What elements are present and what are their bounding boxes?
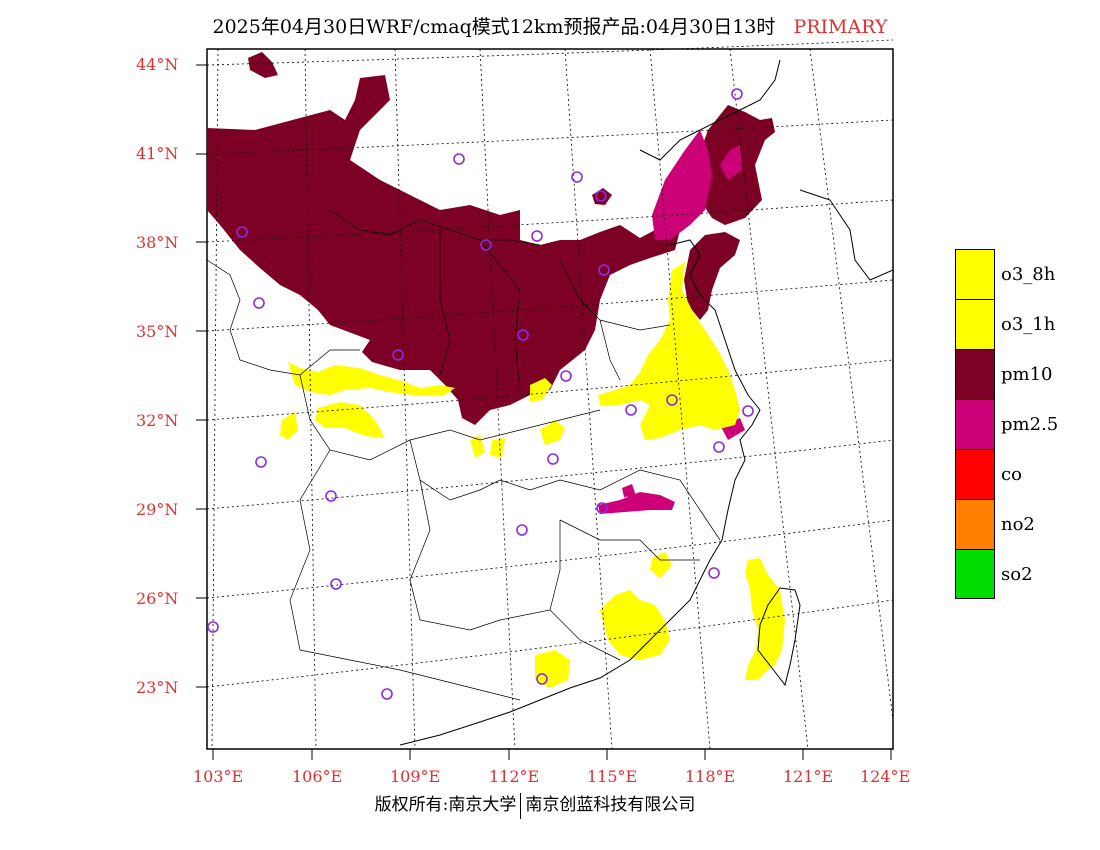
pm10-region-northwest [248,52,278,78]
lon-label: 106°E [292,767,342,786]
legend-item-pm25: pm2.5 [955,399,1075,449]
lon-label: 109°E [390,767,440,786]
legend-label: no2 [1001,513,1035,535]
footer-left: 版权所有:南京大学 [374,795,517,815]
pm25-region-bohai [652,130,712,240]
pm10-region-north [207,75,680,425]
legend-item-no2: no2 [955,499,1075,549]
map-title: 2025年04月30日WRF/cmaq模式12km预报产品:04月30日13时 … [0,12,1100,39]
lat-label: 26°N [136,589,178,608]
legend-label: co [1001,463,1022,485]
latitude-labels: 44°N 41°N 38°N 35°N 32°N 29°N 26°N 23°N [136,55,178,697]
lon-label: 103°E [193,767,243,786]
pm25-region-jiangxi [598,492,675,514]
legend-swatch [955,499,995,549]
legend-label: pm10 [1001,363,1053,385]
legend-label: o3_1h [1001,313,1056,335]
pollution-areas [207,52,785,688]
lon-label: 124°E [860,767,910,786]
monitoring-stations [207,88,754,700]
lon-label: 121°E [783,767,833,786]
legend-item-o3-8h: o3_8h [955,249,1075,299]
longitude-ticks [212,749,892,760]
title-main: 2025年04月30日WRF/cmaq模式12km预报产品:04月30日13时 [212,16,776,38]
province-borders [206,209,721,701]
o3-region-hubei-2 [470,435,485,458]
legend-item-o3-1h: o3_1h [955,299,1075,349]
lon-label: 115°E [587,767,637,786]
pm25-region-jiangxi-2 [622,484,636,497]
footer-right: 南京创蓝科技有限公司 [525,795,696,815]
lat-label: 29°N [136,500,178,519]
lat-label: 44°N [136,55,178,74]
o3-region-central [530,378,552,402]
legend-swatch [955,249,995,299]
o3-region-sichuan [315,402,385,438]
legend-item-so2: so2 [955,549,1075,599]
graticule [206,39,894,750]
lat-label: 38°N [136,233,178,252]
legend-label: o3_8h [1001,263,1056,285]
lon-label: 112°E [489,767,539,786]
footer-divider [520,792,522,819]
lat-label: 32°N [136,411,178,430]
taiwan-outline [757,587,801,687]
o3-region-fujian [745,558,785,680]
boundaries [206,59,894,746]
longitude-labels: 103°E 106°E 109°E 112°E 115°E 118°E 121°… [193,767,910,786]
lon-label: 118°E [685,767,735,786]
lat-label: 41°N [136,144,178,163]
lat-label: 23°N [136,678,178,697]
legend-item-pm10: pm10 [955,349,1075,399]
legend-swatch [955,549,995,599]
pm10-region-east [684,232,740,320]
legend-swatch [955,299,995,349]
latitude-ticks [196,64,207,688]
lat-label: 35°N [136,322,178,341]
o3-region-west [288,362,455,396]
korea-outline [799,189,894,281]
o3-region-hubei [540,420,565,445]
o3-region-guangdong [600,590,670,660]
o3-region-guangdong-2 [535,650,570,688]
legend: o3_8h o3_1h pm10 pm2.5 co no2 so2 [955,249,1075,599]
o3-region-jiangxi [650,552,672,578]
o3-region-sichuan-2 [280,412,298,440]
legend-label: so2 [1001,563,1033,585]
legend-swatch [955,449,995,499]
copyright-footer: 版权所有:南京大学 南京创蓝科技有限公司 [0,790,1070,819]
legend-label: pm2.5 [1001,413,1059,435]
legend-swatch [955,349,995,399]
legend-item-co: co [955,449,1075,499]
legend-swatch [955,399,995,449]
o3-region-hubei-3 [490,438,505,458]
title-tag: PRIMARY [793,16,888,38]
pm25-region-liaoning [720,145,742,180]
o3-region-east [598,262,740,440]
coastline [399,59,781,746]
